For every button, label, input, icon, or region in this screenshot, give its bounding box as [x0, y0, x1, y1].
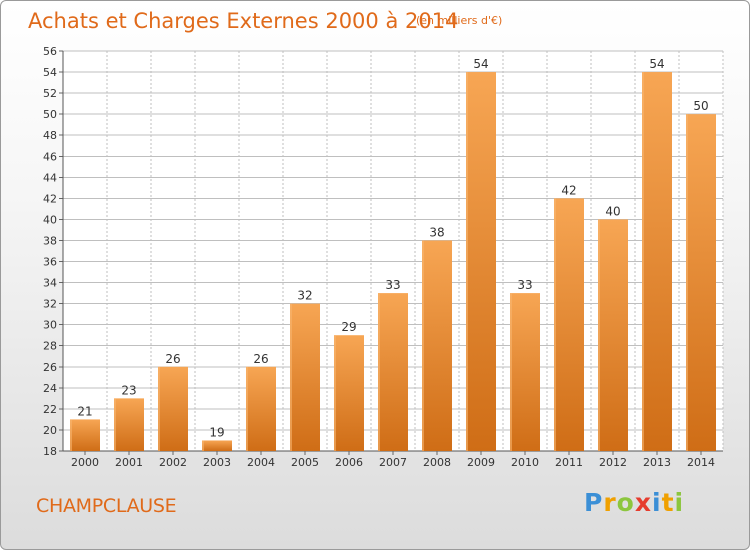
- bar-2013[interactable]: [642, 72, 672, 451]
- bar-highlight: [510, 293, 512, 451]
- bar-highlight: [378, 293, 380, 451]
- y-tick-label: 30: [43, 319, 57, 332]
- bar-highlight: [114, 398, 116, 451]
- bar-highlight: [686, 114, 688, 451]
- y-tick-label: 22: [43, 403, 57, 416]
- data-label: 26: [253, 352, 268, 366]
- bar-2000[interactable]: [70, 419, 100, 451]
- bar-highlight: [158, 366, 160, 451]
- bar-highlight: [598, 219, 600, 451]
- data-label: 29: [341, 320, 356, 334]
- x-tick-label: 2010: [511, 456, 539, 469]
- bar-2012[interactable]: [598, 219, 628, 451]
- data-label: 38: [429, 225, 444, 239]
- x-tick-label: 2006: [335, 456, 363, 469]
- bar-highlight: [466, 72, 468, 451]
- bar-highlight: [642, 72, 644, 451]
- y-tick-label: 38: [43, 234, 57, 247]
- x-tick-label: 2005: [291, 456, 319, 469]
- y-tick-label: 40: [43, 213, 57, 226]
- bar-2008[interactable]: [422, 240, 452, 451]
- x-tick-label: 2007: [379, 456, 407, 469]
- data-label: 54: [473, 57, 488, 71]
- x-tick-label: 2011: [555, 456, 583, 469]
- y-tick-label: 42: [43, 192, 57, 205]
- y-tick-label: 46: [43, 150, 57, 163]
- x-tick-label: 2001: [115, 456, 143, 469]
- x-tick-label: 2008: [423, 456, 451, 469]
- x-tick-label: 2009: [467, 456, 495, 469]
- logo-letter: i: [652, 488, 662, 517]
- y-tick-label: 36: [43, 256, 57, 269]
- data-label: 42: [561, 183, 576, 197]
- data-label: 40: [605, 204, 620, 218]
- logo-letter: t: [661, 488, 675, 517]
- chart-title: Achats et Charges Externes 2000 à 2014: [28, 9, 459, 33]
- axes: 18 20 22 24 26 28 30 32 34 36 38 40 42 44 46 48 50 52 54 56…: [43, 45, 723, 469]
- y-tick-label: 48: [43, 129, 57, 142]
- y-tick-label: 32: [43, 298, 57, 311]
- bar-highlight: [290, 303, 292, 451]
- y-tick-label: 56: [43, 45, 57, 58]
- data-label: 50: [693, 99, 708, 113]
- y-tick-label: 20: [43, 424, 57, 437]
- y-tick-label: 44: [43, 171, 57, 184]
- logo-letter: r: [603, 488, 617, 517]
- logo-letter: o: [616, 488, 635, 517]
- bar-highlight: [246, 366, 248, 451]
- bar-2002[interactable]: [158, 366, 188, 451]
- bar-2010[interactable]: [510, 293, 540, 451]
- bar-highlight: [202, 440, 204, 451]
- data-label: 33: [385, 278, 400, 292]
- x-tick-label: 2000: [71, 456, 99, 469]
- bar-2011[interactable]: [554, 198, 584, 451]
- logo-letter: P: [584, 488, 604, 517]
- x-tick-label: 2013: [643, 456, 671, 469]
- bar-2001[interactable]: [114, 398, 144, 451]
- y-tick-label: 26: [43, 361, 57, 374]
- bar-2006[interactable]: [334, 335, 364, 451]
- data-label: 54: [649, 57, 664, 71]
- bar-2009[interactable]: [466, 72, 496, 451]
- bar-highlight: [554, 198, 556, 451]
- bars: [70, 72, 716, 451]
- y-tick-label: 28: [43, 340, 57, 353]
- y-tick-label: 52: [43, 87, 57, 100]
- bar-highlight: [70, 419, 72, 451]
- proxiti-logo[interactable]: Proxiti: [584, 488, 684, 517]
- x-tick-label: 2002: [159, 456, 187, 469]
- y-tick-label: 34: [43, 277, 57, 290]
- data-label: 33: [517, 278, 532, 292]
- data-label: 26: [165, 352, 180, 366]
- data-label: 21: [77, 404, 92, 418]
- bar-highlight: [422, 240, 424, 451]
- y-tick-label: 50: [43, 108, 57, 121]
- town-name: CHAMPCLAUSE: [36, 495, 177, 517]
- y-tick-label: 54: [43, 66, 57, 79]
- bar-2007[interactable]: [378, 293, 408, 451]
- x-tick-label: 2003: [203, 456, 231, 469]
- x-tick-label: 2014: [687, 456, 715, 469]
- x-tick-label: 2012: [599, 456, 627, 469]
- bar-2004[interactable]: [246, 366, 276, 451]
- data-label: 23: [121, 383, 136, 397]
- bar-highlight: [334, 335, 336, 451]
- y-tick-label: 18: [43, 445, 57, 458]
- data-label: 32: [297, 289, 312, 303]
- x-tick-label: 2004: [247, 456, 275, 469]
- bar-2014[interactable]: [686, 114, 716, 451]
- bar-2003[interactable]: [202, 440, 232, 451]
- chart-subtitle: (en milliers d'€): [416, 14, 503, 27]
- data-label: 19: [209, 425, 224, 439]
- bar-2005[interactable]: [290, 303, 320, 451]
- data-labels: 21 23 26 19 26 32 29 33 38 54 33 42 40 54 50: [77, 57, 708, 439]
- y-tick-label: 24: [43, 382, 57, 395]
- logo-letter: i: [674, 488, 685, 517]
- logo-letter: x: [634, 488, 652, 517]
